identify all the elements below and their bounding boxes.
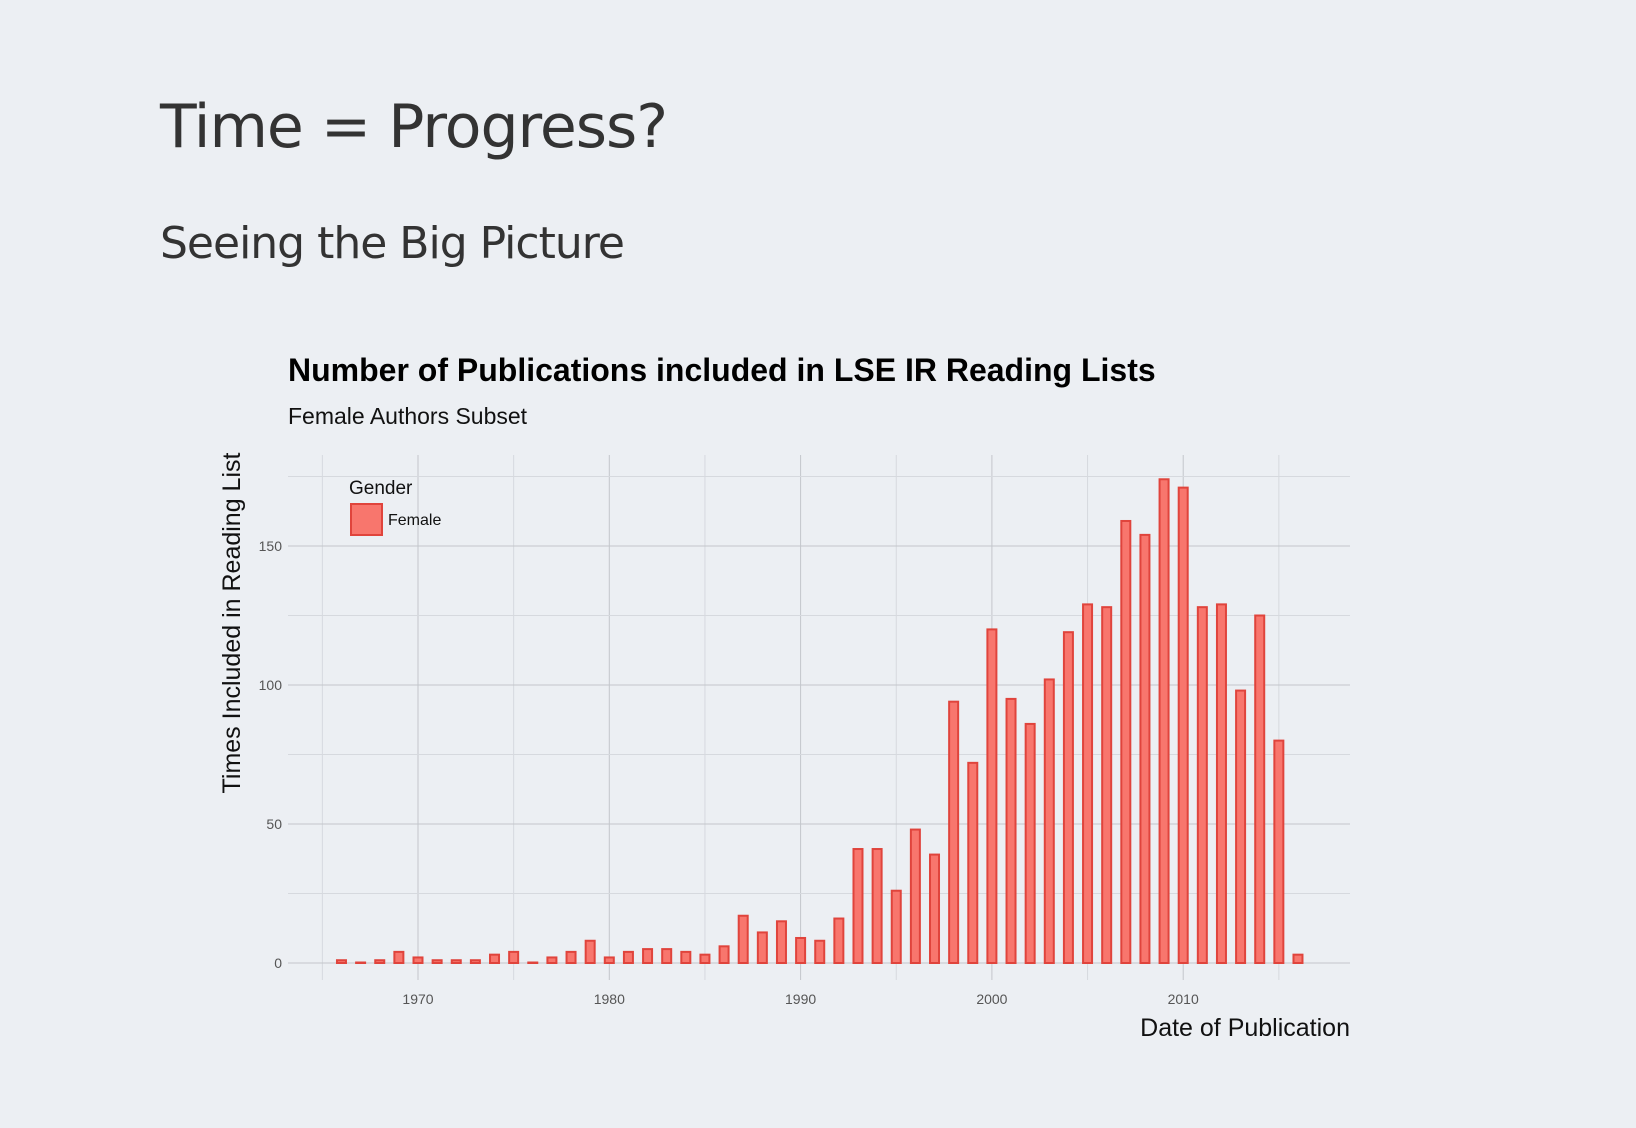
x-tick-label: 1980 (594, 991, 625, 1007)
bar-1969 (393, 950, 405, 965)
bar-2005 (1082, 603, 1094, 964)
bar-1986 (718, 945, 730, 965)
legend: Gender Female (349, 478, 441, 536)
y-tick-label: 0 (274, 955, 282, 971)
bar-2015 (1273, 739, 1285, 964)
grid-lines (288, 455, 1350, 980)
bar-2008 (1139, 533, 1151, 964)
bar-1995 (890, 889, 902, 964)
bar-1984 (680, 950, 692, 965)
bar-1982 (642, 948, 654, 964)
x-axis-title: Date of Publication (1140, 1014, 1350, 1042)
bar-1981 (622, 950, 634, 965)
x-tick-label: 2000 (976, 991, 1007, 1007)
bar-1974 (489, 953, 501, 964)
bar-2004 (1062, 631, 1074, 964)
bar-1973 (469, 959, 481, 964)
bar-1977 (546, 956, 558, 965)
x-tick-label: 2010 (1168, 991, 1199, 1007)
bar-1978 (565, 950, 577, 965)
bar-1987 (737, 914, 749, 964)
bar-1990 (795, 936, 807, 964)
bar-1968 (374, 959, 386, 964)
y-tick-label: 50 (266, 816, 282, 832)
bar-1991 (814, 939, 826, 965)
y-axis-title: Times Included in Reading List (218, 452, 246, 793)
bar-1967 (355, 961, 367, 964)
chart-subtitle: Female Authors Subset (288, 403, 528, 429)
bar-1971 (431, 959, 443, 964)
bar-2013 (1235, 689, 1247, 964)
bar-2007 (1120, 519, 1132, 964)
legend-swatch-female (350, 503, 383, 536)
bar-1992 (833, 917, 845, 965)
bar-2011 (1196, 606, 1208, 964)
bar-2010 (1177, 486, 1189, 964)
bar-2002 (1024, 722, 1036, 964)
bar-1989 (775, 920, 787, 964)
bar-1997 (929, 853, 941, 965)
slide-title: Time = Progress? (160, 92, 668, 162)
legend-label-female: Female (388, 512, 441, 529)
slide-subtitle: Seeing the Big Picture (160, 218, 625, 269)
bar-2001 (1005, 697, 1017, 965)
bar-2016 (1292, 953, 1304, 964)
bar-1972 (450, 959, 462, 964)
x-axis-ticks: 1970 1980 1990 2000 2010 (402, 991, 1199, 1007)
bar-2003 (1043, 678, 1055, 964)
y-tick-label: 100 (259, 677, 283, 693)
bar-1985 (699, 953, 711, 964)
bar-2014 (1254, 614, 1266, 964)
legend-title: Gender (349, 478, 413, 499)
bar-1970 (412, 956, 424, 965)
bar-1988 (756, 931, 768, 964)
bar-2009 (1158, 478, 1170, 964)
bar-1976 (527, 961, 539, 964)
y-axis-ticks: 0 50 100 150 (259, 538, 283, 971)
chart-title: Number of Publications included in LSE I… (288, 352, 1156, 388)
bar-1994 (871, 848, 883, 965)
x-tick-label: 1990 (785, 991, 816, 1007)
bar-1975 (508, 950, 520, 965)
bar-1999 (967, 761, 979, 965)
bar-1996 (909, 828, 921, 964)
bar-1998 (948, 700, 960, 964)
bar-1966 (335, 959, 347, 964)
bar-2012 (1215, 603, 1227, 964)
x-tick-label: 1970 (402, 991, 433, 1007)
bar-1983 (661, 948, 673, 964)
bar-1979 (584, 939, 596, 965)
bar-1980 (603, 956, 615, 965)
y-tick-label: 150 (259, 538, 283, 554)
bar-2000 (986, 628, 998, 965)
bar-1993 (852, 848, 864, 965)
bar-2006 (1101, 606, 1113, 964)
bars (335, 478, 1304, 965)
